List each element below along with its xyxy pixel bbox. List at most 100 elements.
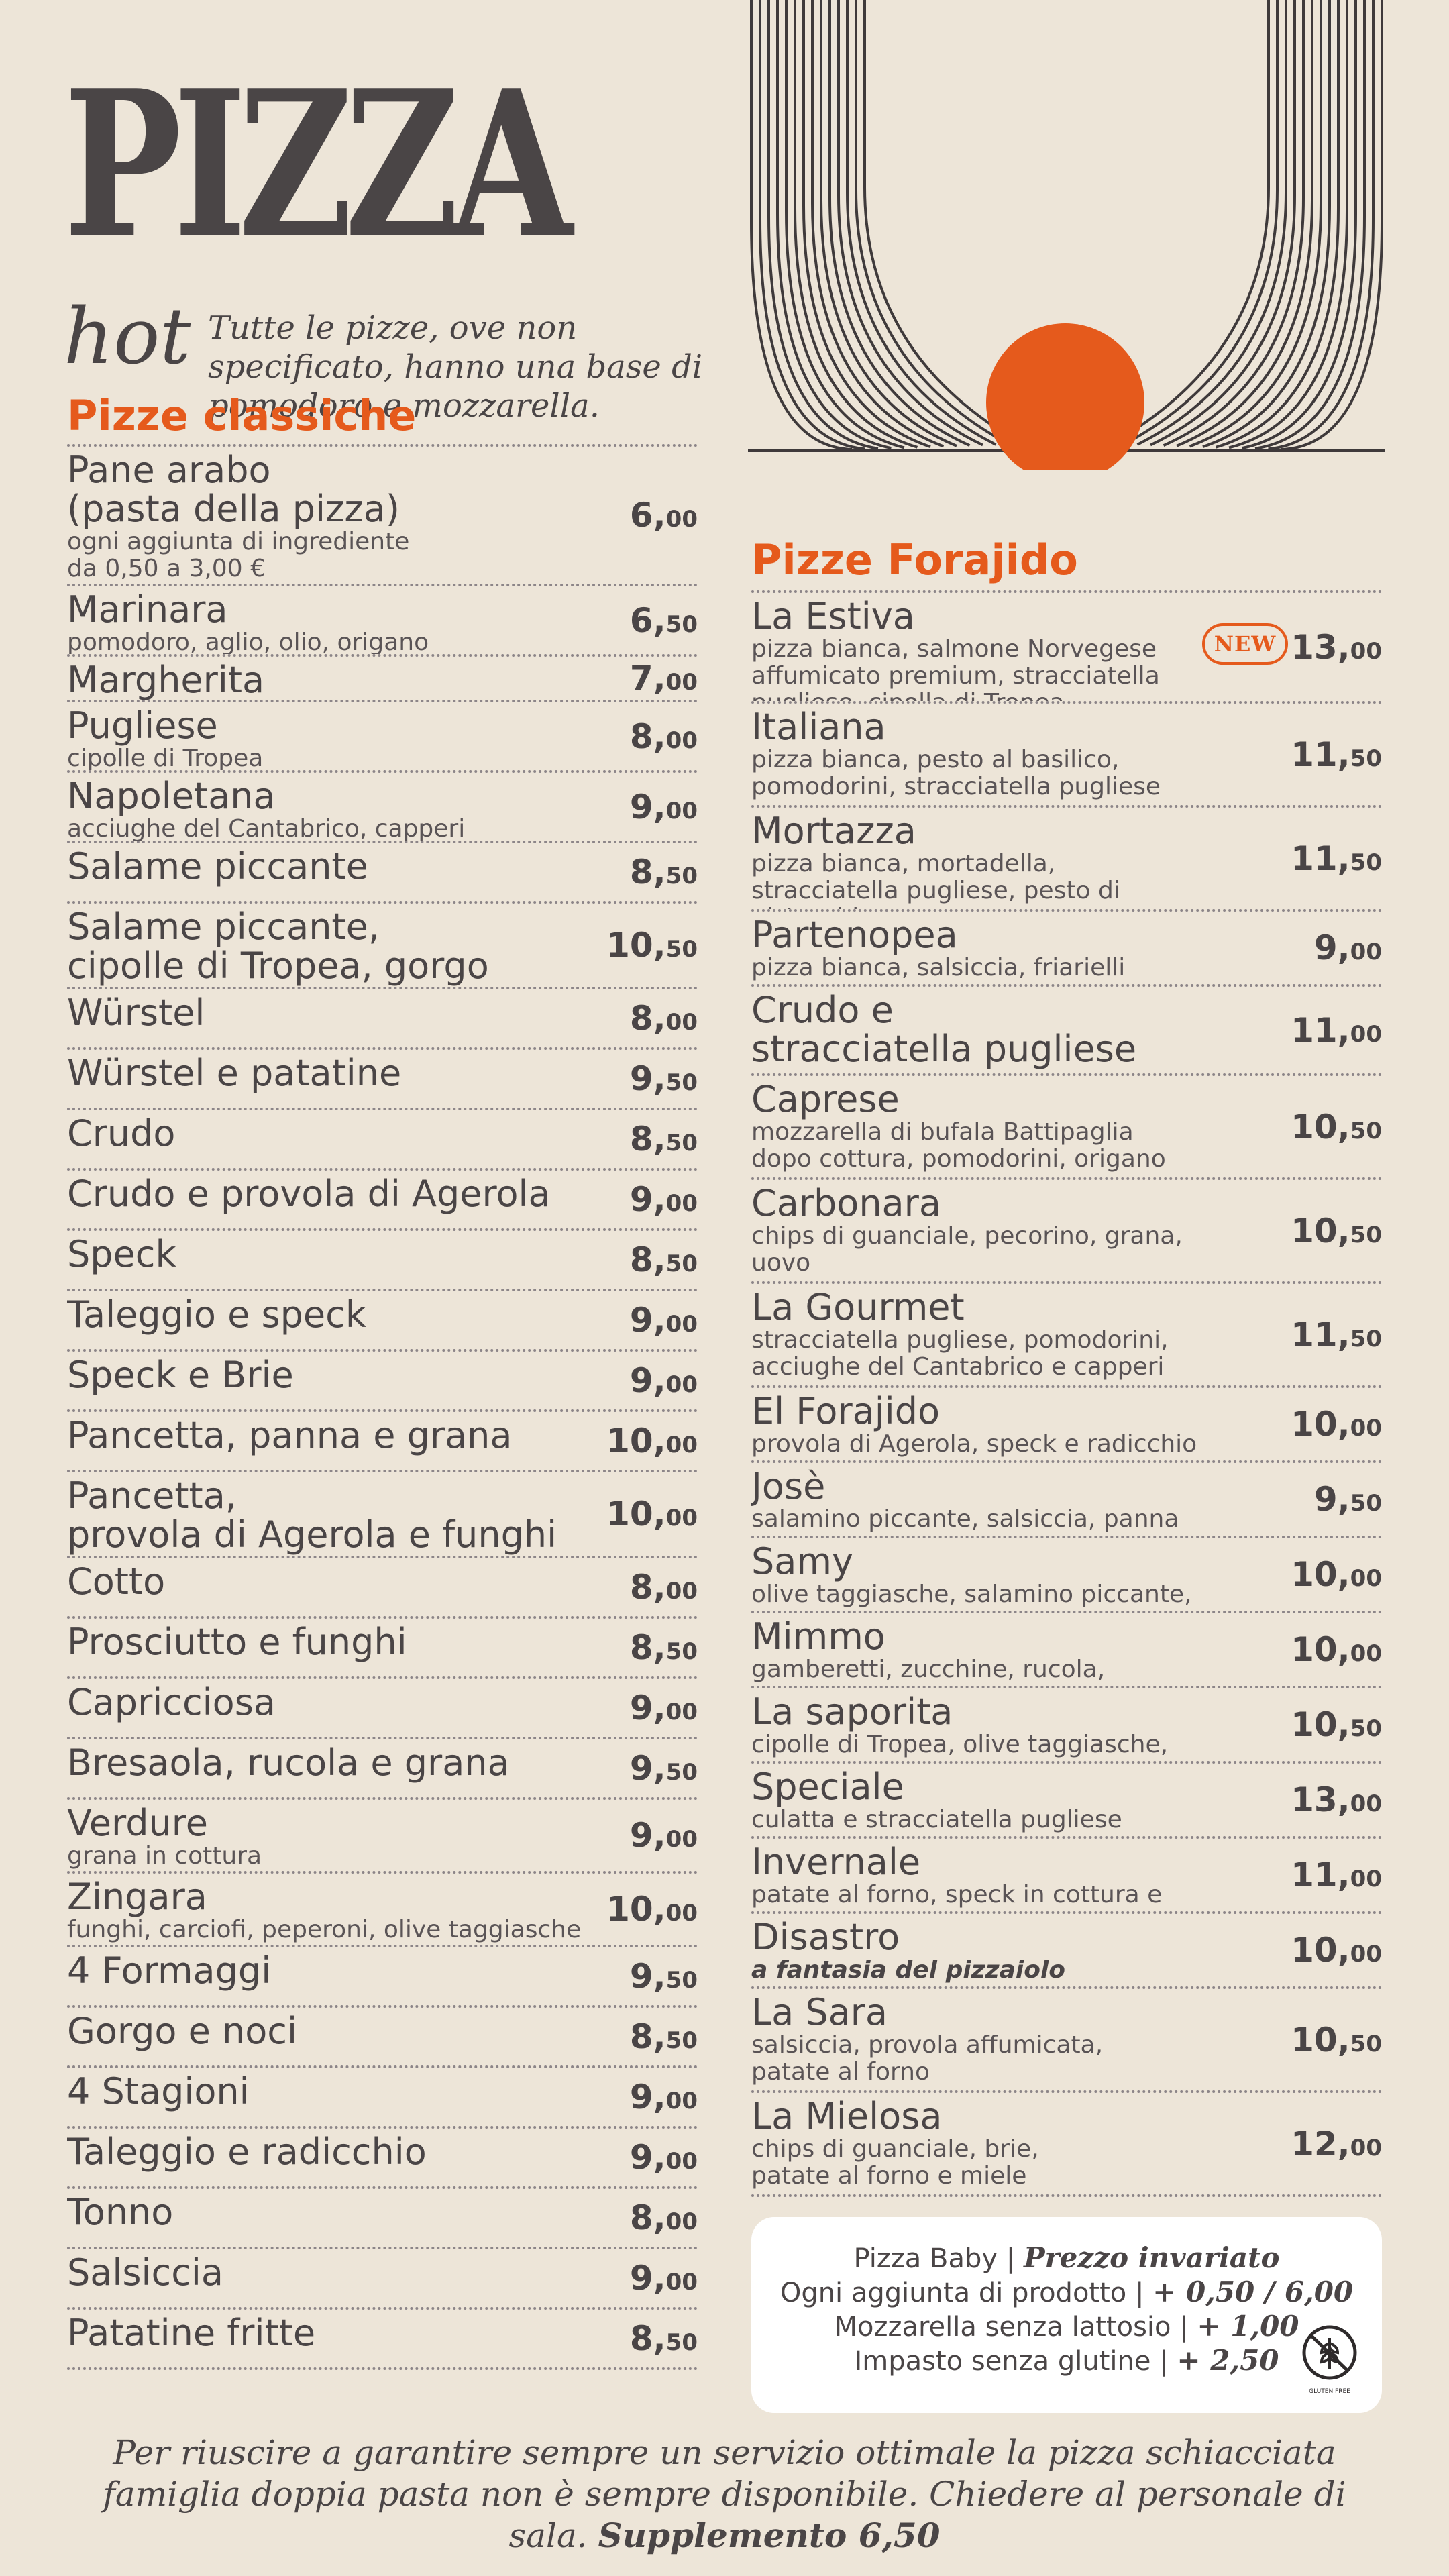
- arch-line: [767, 0, 879, 450]
- price-integer: 10,: [606, 1890, 666, 1929]
- pizza-price: 10,00: [1291, 1631, 1382, 1672]
- price-decimals: 50: [665, 2329, 698, 2357]
- classiche-item: Patatine fritte 8,50: [67, 2307, 698, 2367]
- arch-line: [759, 0, 865, 451]
- pizza-price: 6,00: [630, 496, 698, 538]
- pizza-name: 4 Formaggi: [67, 1949, 272, 1992]
- pizza-price: 10,00: [606, 1422, 698, 1464]
- arch-line: [828, 0, 971, 447]
- forajido-item: Josè salamino piccante, salsiccia, panna 9…: [751, 1460, 1382, 1536]
- price-integer: 8,: [629, 2017, 666, 2057]
- price-integer: 9,: [629, 1059, 666, 1099]
- forajido-item: Crudo e stracciatella pugliese 11,00: [751, 984, 1382, 1073]
- section-title-forajido: Pizze Forajido: [751, 535, 1078, 584]
- pizza-ingredients: mozzarella di bufala Battipaglia dopo co…: [751, 1118, 1166, 1173]
- pizza-ingredients: pizza bianca, salsiccia, friarielli: [751, 954, 1126, 981]
- price-integer: 9,: [629, 1816, 666, 1856]
- pizza-name: La Mielosa: [751, 2095, 943, 2137]
- pizza-price: 8,00: [630, 1000, 698, 1041]
- classiche-item: Speck 8,50: [67, 1228, 698, 1289]
- arch-line: [855, 0, 1010, 445]
- pizza-price: 8,00: [630, 2199, 698, 2241]
- pizza-ingredients: olive taggiasche, salamino piccante, ruc…: [751, 1580, 1192, 1611]
- forajido-item: Invernale patate al forno, speck in cottu…: [751, 1836, 1382, 1911]
- pizza-ingredients: cipolle di Tropea, olive taggiasche, tal…: [751, 1731, 1169, 1762]
- classiche-item: Pancetta, panna e grana 10,00: [67, 1409, 698, 1470]
- arch-line: [1176, 0, 1313, 447]
- price-integer: 9,: [629, 1180, 666, 1220]
- pizza-name: La Sara: [751, 1991, 888, 2033]
- forajido-item: Mortazza pizza bianca, mortadella, stracc…: [751, 805, 1382, 909]
- gluten-free-icon: GLUTEN FREE: [1302, 2325, 1357, 2395]
- classiche-item: Napoletana acciughe del Cantabrico, cappe…: [67, 770, 698, 841]
- forajido-item: Samy olive taggiasche, salamino piccante,…: [751, 1536, 1382, 1611]
- pizza-price: 10,50: [1291, 1108, 1382, 1150]
- price-decimals: 50: [665, 863, 698, 890]
- pizza-price: 8,50: [630, 1241, 698, 1283]
- classiche-item: Gorgo e noci 8,50: [67, 2005, 698, 2065]
- price-decimals: 50: [1350, 1715, 1382, 1743]
- pizza-ingredients: acciughe del Cantabrico, capperi: [67, 815, 466, 841]
- pizza-price: 9,00: [1314, 929, 1382, 971]
- pizza-price: 9,00: [630, 788, 698, 830]
- price-integer: 13,: [1291, 1780, 1350, 1820]
- price-decimals: 00: [665, 1432, 698, 1459]
- price-integer: 6,: [629, 496, 666, 535]
- arch-line: [1254, 0, 1366, 450]
- price-decimals: 50: [665, 2027, 698, 2055]
- pizza-name: Napoletana: [67, 775, 276, 817]
- pizza-price: 10,50: [606, 926, 698, 968]
- pizza-price: 9,00: [630, 2259, 698, 2301]
- forajido-item: Speciale culatta e stracciatella pugliese…: [751, 1761, 1382, 1836]
- price-decimals: 00: [665, 1009, 698, 1036]
- new-badge: NEW: [1202, 623, 1288, 665]
- classiche-item: Zingara funghi, carciofi, peperoni, olive…: [67, 1871, 698, 1945]
- price-decimals: 00: [665, 1311, 698, 1338]
- price-decimals: 00: [665, 2148, 698, 2176]
- price-integer: 8,: [629, 716, 666, 756]
- arch-line: [1242, 0, 1357, 450]
- extras-label: Pizza Baby |: [853, 2243, 1024, 2274]
- decorative-lines-illustration: [748, 0, 1385, 470]
- page-title: PIZZA: [64, 46, 573, 282]
- pizza-price: 9,00: [630, 2139, 698, 2180]
- pizza-name: Crudo e provola di Agerola: [67, 1173, 551, 1215]
- pizza-price: 8,50: [630, 2018, 698, 2059]
- price-integer: 10,: [1291, 1107, 1350, 1146]
- pizza-name: La Gourmet: [751, 1286, 965, 1328]
- pizza-ingredients: stracciatella pugliese, pomodorini, acci…: [751, 1326, 1169, 1381]
- price-integer: 10,: [606, 1421, 666, 1461]
- price-integer: 9,: [629, 2259, 666, 2298]
- forajido-item: Disastro a fantasia del pizzaiolo 10,00: [751, 1911, 1382, 1986]
- column-end-rule: [751, 2194, 1382, 2197]
- pizza-name: Pugliese: [67, 704, 218, 747]
- price-decimals: 50: [1350, 1490, 1382, 1517]
- price-decimals: 00: [1350, 1415, 1382, 1442]
- title-block: PIZZA hot Tutte le pizze, ove non specif…: [64, 46, 708, 425]
- pizza-price: 9,00: [630, 1301, 698, 1343]
- extras-label: Impasto senza glutine |: [854, 2346, 1177, 2377]
- extras-price: Prezzo invariato: [1023, 2241, 1280, 2274]
- pizza-name: Mortazza: [751, 810, 916, 852]
- pizza-name: Salame piccante: [67, 845, 368, 888]
- arch-line: [1268, 0, 1375, 451]
- pizza-price: 10,00: [1291, 1556, 1382, 1597]
- classiche-item: Pane arabo (pasta della pizza) ogni aggiu…: [67, 444, 698, 584]
- price-integer: 11,: [1291, 1856, 1350, 1895]
- pizza-price: 8,50: [630, 1629, 698, 1670]
- price-decimals: 00: [665, 1826, 698, 1854]
- forajido-item: La saporita cipolle di Tropea, olive tagg…: [751, 1686, 1382, 1761]
- price-integer: 10,: [1291, 1211, 1350, 1250]
- classiche-item: Bresaola, rucola e grana 9,50: [67, 1737, 698, 1797]
- price-decimals: 50: [665, 1967, 698, 1994]
- arch-line: [1228, 0, 1348, 449]
- classiche-item: Crudo e provola di Agerola 9,00: [67, 1168, 698, 1228]
- pizza-price: 6,50: [630, 602, 698, 643]
- pizza-price: 7,00: [630, 659, 698, 700]
- pizza-ingredients: pizza bianca, mortadella, stracciatella …: [751, 850, 1120, 910]
- pizza-name: Crudo e stracciatella pugliese: [751, 989, 1137, 1070]
- menu-list-forajido: La Estiva pizza bianca, salmone Norvegese…: [751, 590, 1382, 2197]
- classiche-item: Salsiccia 9,00: [67, 2247, 698, 2307]
- pizza-name: Prosciutto e funghi: [67, 1621, 407, 1663]
